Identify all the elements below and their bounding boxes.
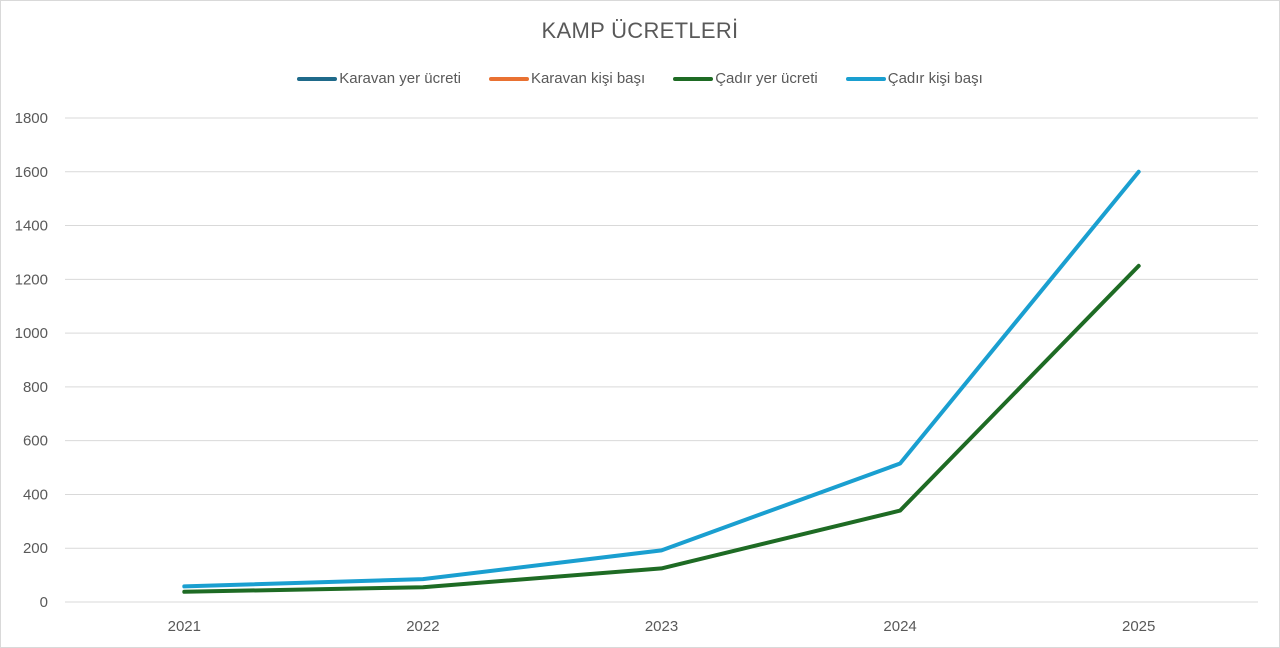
legend-item-0: Karavan yer ücreti (297, 70, 461, 87)
legend-label-1: Karavan kişi başı (530, 70, 646, 87)
y-tick-label: 200 (23, 540, 48, 557)
y-tick-label: 800 (23, 379, 48, 396)
legend-item-1: Karavan kişi başı (488, 70, 646, 87)
legend-label-0: Karavan yer ücreti (339, 70, 461, 87)
y-tick-label: 1800 (15, 110, 48, 127)
x-tick-label: 2022 (406, 618, 439, 635)
y-tick-label: 1400 (15, 218, 48, 235)
x-tick-label: 2021 (168, 618, 201, 635)
y-tick-label: 400 (23, 486, 48, 503)
legend-item-2: Çadır yer ücreti (673, 70, 818, 87)
chart-legend: Karavan yer ücreti Karavan kişi başı Çadır… (0, 70, 1280, 87)
legend-label-2: Çadır yer ücreti (715, 70, 818, 87)
legend-item-3: Çadır kişi başı (845, 70, 983, 87)
series-line-2 (182, 263, 1141, 594)
y-tick-label: 600 (23, 433, 48, 450)
y-tick-label: 1000 (15, 325, 48, 342)
legend-label-3: Çadır kişi başı (887, 70, 983, 87)
x-tick-label: 2025 (1122, 618, 1155, 635)
series-line-3 (182, 169, 1141, 589)
chart-title: KAMP ÜCRETLERİ (541, 18, 739, 43)
legend-swatch-3 (845, 76, 886, 81)
y-tick-label: 1600 (15, 164, 48, 181)
y-tick-label: 0 (40, 594, 48, 611)
x-tick-label: 2024 (883, 618, 916, 635)
legend-swatch-0 (297, 76, 338, 81)
y-tick-label: 1200 (15, 271, 48, 288)
legend-swatch-2 (673, 76, 714, 81)
legend-swatch-1 (488, 76, 529, 81)
x-tick-label: 2023 (645, 618, 678, 635)
